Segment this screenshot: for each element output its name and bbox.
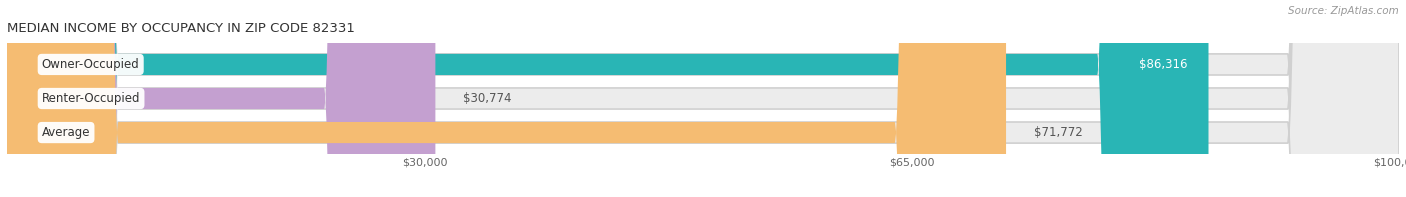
FancyBboxPatch shape: [7, 0, 1399, 197]
FancyBboxPatch shape: [7, 0, 1209, 197]
FancyBboxPatch shape: [7, 0, 1007, 197]
Text: Source: ZipAtlas.com: Source: ZipAtlas.com: [1288, 6, 1399, 16]
FancyBboxPatch shape: [7, 0, 1399, 197]
Text: Owner-Occupied: Owner-Occupied: [42, 58, 139, 71]
Text: Renter-Occupied: Renter-Occupied: [42, 92, 141, 105]
Text: $30,774: $30,774: [463, 92, 512, 105]
Text: $86,316: $86,316: [1139, 58, 1188, 71]
Text: Average: Average: [42, 126, 90, 139]
Text: MEDIAN INCOME BY OCCUPANCY IN ZIP CODE 82331: MEDIAN INCOME BY OCCUPANCY IN ZIP CODE 8…: [7, 22, 354, 35]
Text: $71,772: $71,772: [1033, 126, 1083, 139]
FancyBboxPatch shape: [7, 0, 436, 197]
FancyBboxPatch shape: [7, 0, 1399, 197]
